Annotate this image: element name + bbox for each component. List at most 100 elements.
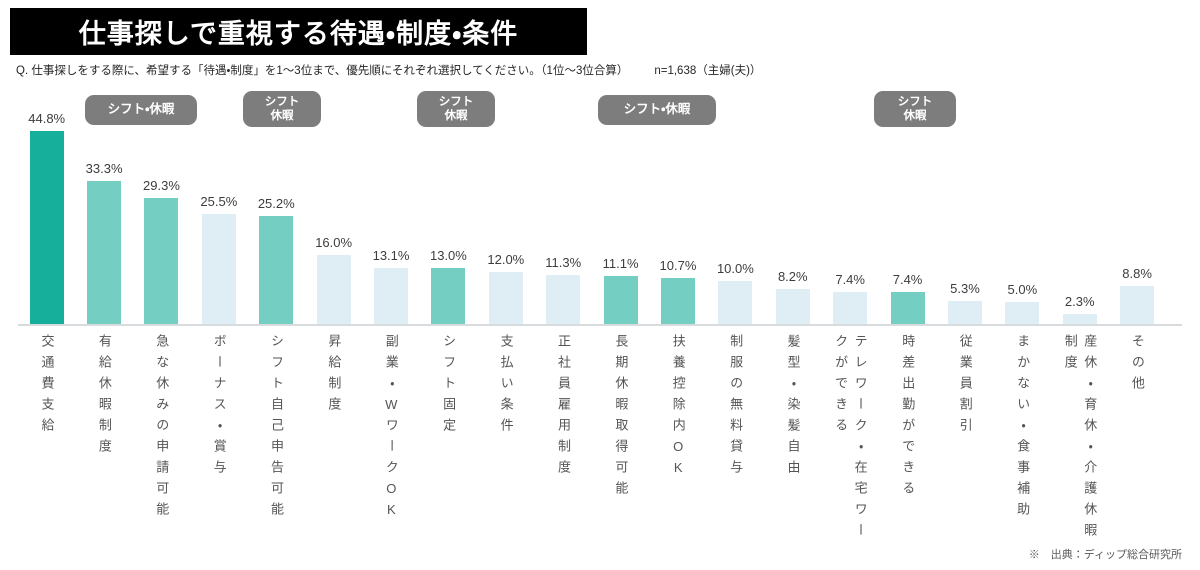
bar-value-label: 29.3%	[143, 178, 180, 193]
bar	[660, 278, 695, 324]
category-label-cell: シフト固定	[420, 334, 477, 560]
category-label-cell: 時差出勤ができる	[879, 334, 936, 560]
category-label: 急な休みの申請可能	[154, 334, 170, 523]
bar-value-label: 12.0%	[487, 252, 525, 267]
page-title: 仕事探しで重視する待遇・制度・条件	[78, 19, 519, 49]
category-label: 有給休暇制度	[96, 334, 112, 460]
bar-value-label: 10.7%	[659, 258, 697, 273]
category-label-cell: ボーナス・賞与	[190, 334, 247, 560]
bar-column: 12.0%	[477, 108, 534, 324]
bar-value-label: 8.2%	[777, 269, 808, 284]
bar-value-label: 8.8%	[1122, 266, 1152, 281]
category-label: 副業・WワークOK	[383, 334, 399, 523]
bar-column: 5.3%	[936, 108, 993, 324]
category-label: 昇給制度	[326, 334, 342, 418]
survey-question-row: Q. 仕事探しをする際に、希望する「待遇・制度」を1〜3位まで、優先順にそれぞれ…	[16, 62, 761, 78]
bar-value-label: 11.1%	[602, 256, 639, 271]
bar	[1005, 302, 1040, 324]
bar-column: 8.8%	[1108, 108, 1165, 324]
category-label-cell: 交通費支給	[18, 334, 75, 560]
badge-shift-vacation-2: シフト 休暇	[243, 91, 321, 127]
bar	[947, 301, 982, 324]
survey-question: Q. 仕事探しをする際に、希望する「待遇・制度」を1〜3位まで、優先順にそれぞれ…	[16, 65, 629, 77]
bar-value-label: 7.4%	[835, 272, 865, 287]
bar	[890, 292, 925, 324]
bar-column: 25.2%	[248, 108, 305, 324]
category-label: 時差出勤ができる	[900, 334, 916, 502]
bar-value-label: 11.3%	[545, 255, 582, 270]
category-label-cell: 有給休暇制度	[75, 334, 132, 560]
bar	[775, 289, 810, 324]
bar-column: 13.1%	[362, 108, 419, 324]
bar	[374, 268, 409, 324]
category-label-cell: 副業・WワークOK	[362, 334, 419, 560]
bar-column: 25.5%	[190, 108, 247, 324]
bar	[87, 181, 122, 324]
bar-column: 29.3%	[133, 108, 190, 324]
x-axis-line	[18, 324, 1182, 326]
badge-shift-vacation-4: シフト・休暇	[598, 95, 716, 125]
bar	[833, 292, 868, 324]
bar-column: 44.8%	[18, 108, 75, 324]
bar-value-label: 13.1%	[372, 248, 410, 263]
category-label-cell: 制服の無料貸与	[707, 334, 764, 560]
category-axis-labels: 交通費支給 有給休暇制度 急な休みの申請可能 ボーナス・賞与 シフト自己申告可能 昇給制度…	[18, 334, 1166, 560]
category-label-cell: 従業員割引	[936, 334, 993, 560]
bar	[603, 276, 638, 324]
category-label-cell: 髪型・染髪自由	[764, 334, 821, 560]
bar-column: 2.3%	[1051, 108, 1108, 324]
bar	[488, 272, 523, 324]
bar-value-label: 2.3%	[1064, 294, 1095, 309]
bar-column: 7.4%	[821, 108, 878, 324]
bar	[1062, 314, 1097, 324]
bar	[431, 268, 466, 324]
bar-column: 13.0%	[420, 108, 477, 324]
bar	[29, 131, 64, 324]
badge-shift-vacation-3: シフト 休暇	[417, 91, 495, 127]
bar-value-label: 10.0%	[716, 261, 754, 276]
bar	[201, 214, 236, 324]
category-label-cell: 産休・育休・介護休暇制度	[1051, 334, 1108, 560]
category-label: その他	[1129, 334, 1145, 397]
bar-column: 5.0%	[994, 108, 1051, 324]
badge-shift-vacation-5: シフト 休暇	[874, 91, 956, 127]
bar	[546, 275, 581, 324]
category-label-cell: テレワーク・在宅ワークができる	[821, 334, 878, 560]
sample-size: n=1,638（主婦(夫)）	[654, 65, 762, 77]
category-label-cell: まかない・食事補助	[994, 334, 1051, 560]
category-label-cell: シフト自己申告可能	[248, 334, 305, 560]
category-label: 長期休暇取得可能	[613, 334, 629, 502]
category-label-cell: 正社員雇用制度	[535, 334, 592, 560]
title-banner: 仕事探しで重視する待遇・制度・条件	[10, 8, 587, 55]
bar	[718, 281, 753, 324]
bar-value-label: 25.2%	[257, 196, 295, 211]
bar-column: 7.4%	[879, 108, 936, 324]
bar-value-label: 33.3%	[85, 161, 123, 176]
category-label: ボーナス・賞与	[211, 334, 227, 481]
bar-value-label: 44.8%	[28, 111, 66, 126]
category-label-cell: 支払い条件	[477, 334, 534, 560]
badge-shift-vacation-1: シフト・休暇	[85, 95, 197, 125]
category-label: 交通費支給	[39, 334, 55, 439]
category-label: シフト固定	[441, 334, 457, 439]
category-label: 支払い条件	[498, 334, 514, 439]
bar-value-label: 5.3%	[950, 281, 980, 296]
bar-column: 8.2%	[764, 108, 821, 324]
category-label: まかない・食事補助	[1015, 334, 1031, 523]
category-label-cell: 扶養控除内OK	[649, 334, 706, 560]
category-label-cell: 急な休みの申請可能	[133, 334, 190, 560]
category-label: 産休・育休・介護休暇制度	[1062, 334, 1098, 544]
bar-column: 11.1%	[592, 108, 649, 324]
bar-value-label: 5.0%	[1007, 282, 1038, 297]
bar-column: 10.0%	[707, 108, 764, 324]
bar-value-label: 25.5%	[200, 194, 238, 209]
category-label-cell: その他	[1108, 334, 1165, 560]
bar-column: 11.3%	[535, 108, 592, 324]
bar-value-label: 16.0%	[315, 235, 353, 250]
category-label-cell: 昇給制度	[305, 334, 362, 560]
category-label: 髪型・染髪自由	[785, 334, 801, 481]
bar	[259, 216, 294, 324]
category-label: 制服の無料貸与	[728, 334, 744, 481]
category-label: テレワーク・在宅ワークができる	[833, 334, 868, 544]
